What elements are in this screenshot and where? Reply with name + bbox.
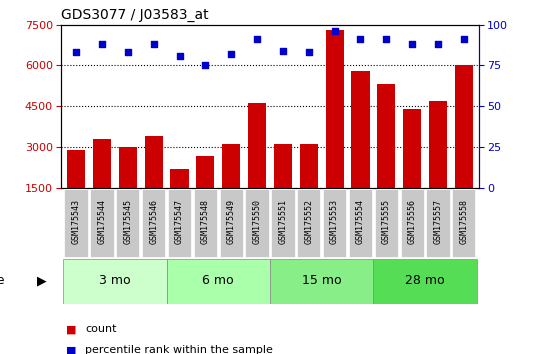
Text: GSM175553: GSM175553 <box>330 199 339 244</box>
Text: ▶: ▶ <box>37 274 47 287</box>
Text: GSM175558: GSM175558 <box>460 199 468 244</box>
FancyBboxPatch shape <box>64 189 88 257</box>
Text: GSM175555: GSM175555 <box>382 199 391 244</box>
FancyBboxPatch shape <box>375 189 398 257</box>
Text: 28 mo: 28 mo <box>406 274 445 287</box>
FancyBboxPatch shape <box>245 189 269 257</box>
FancyBboxPatch shape <box>374 259 477 303</box>
Text: percentile rank within the sample: percentile rank within the sample <box>85 346 273 354</box>
Point <box>72 50 80 55</box>
FancyBboxPatch shape <box>452 189 476 257</box>
Bar <box>352 71 370 228</box>
Text: age: age <box>0 274 8 287</box>
Text: GSM175552: GSM175552 <box>304 199 314 244</box>
Text: GSM175546: GSM175546 <box>149 199 158 244</box>
Bar <box>222 144 240 228</box>
Point <box>382 36 391 42</box>
Text: count: count <box>85 324 117 334</box>
Bar <box>93 139 111 228</box>
Bar <box>144 136 163 228</box>
Point <box>330 28 339 34</box>
FancyBboxPatch shape <box>270 259 374 303</box>
Point <box>304 50 313 55</box>
Text: ■: ■ <box>66 346 77 354</box>
Point <box>356 36 365 42</box>
FancyBboxPatch shape <box>297 189 320 257</box>
Text: GSM175549: GSM175549 <box>226 199 236 244</box>
Bar <box>455 65 473 228</box>
Point <box>434 41 442 47</box>
FancyBboxPatch shape <box>168 189 191 257</box>
Bar <box>67 150 85 228</box>
FancyBboxPatch shape <box>63 259 166 303</box>
Text: GSM175551: GSM175551 <box>278 199 288 244</box>
Text: ■: ■ <box>66 324 77 334</box>
Text: 15 mo: 15 mo <box>302 274 342 287</box>
Bar <box>429 101 447 228</box>
Point <box>201 63 210 68</box>
FancyBboxPatch shape <box>323 189 346 257</box>
FancyBboxPatch shape <box>166 259 270 303</box>
Bar <box>170 169 188 228</box>
Text: GSM175550: GSM175550 <box>252 199 262 244</box>
Text: 3 mo: 3 mo <box>99 274 131 287</box>
Bar <box>326 30 344 228</box>
Text: GDS3077 / J03583_at: GDS3077 / J03583_at <box>61 8 208 22</box>
Bar <box>274 144 292 228</box>
Point <box>98 41 106 47</box>
Point <box>253 36 262 42</box>
Bar <box>300 144 318 228</box>
Text: GSM175556: GSM175556 <box>408 199 417 244</box>
Point <box>175 53 184 58</box>
Point <box>149 41 158 47</box>
Text: GSM175548: GSM175548 <box>201 199 210 244</box>
Text: GSM175543: GSM175543 <box>72 199 80 244</box>
Bar <box>119 147 137 228</box>
Bar <box>248 103 266 228</box>
Text: GSM175547: GSM175547 <box>175 199 184 244</box>
Text: GSM175554: GSM175554 <box>356 199 365 244</box>
Point <box>123 50 132 55</box>
FancyBboxPatch shape <box>142 189 165 257</box>
FancyBboxPatch shape <box>116 189 139 257</box>
Point <box>227 51 236 57</box>
Point <box>278 48 287 54</box>
Text: GSM175557: GSM175557 <box>434 199 442 244</box>
Text: 6 mo: 6 mo <box>202 274 234 287</box>
Text: GSM175544: GSM175544 <box>98 199 106 244</box>
Point <box>460 36 468 42</box>
FancyBboxPatch shape <box>349 189 372 257</box>
FancyBboxPatch shape <box>194 189 217 257</box>
Text: GSM175545: GSM175545 <box>123 199 132 244</box>
Point <box>408 41 417 47</box>
FancyBboxPatch shape <box>220 189 243 257</box>
FancyBboxPatch shape <box>90 189 114 257</box>
Bar <box>403 109 421 228</box>
FancyBboxPatch shape <box>271 189 295 257</box>
FancyBboxPatch shape <box>401 189 424 257</box>
FancyBboxPatch shape <box>426 189 450 257</box>
Bar <box>196 156 214 228</box>
Bar <box>377 85 396 228</box>
